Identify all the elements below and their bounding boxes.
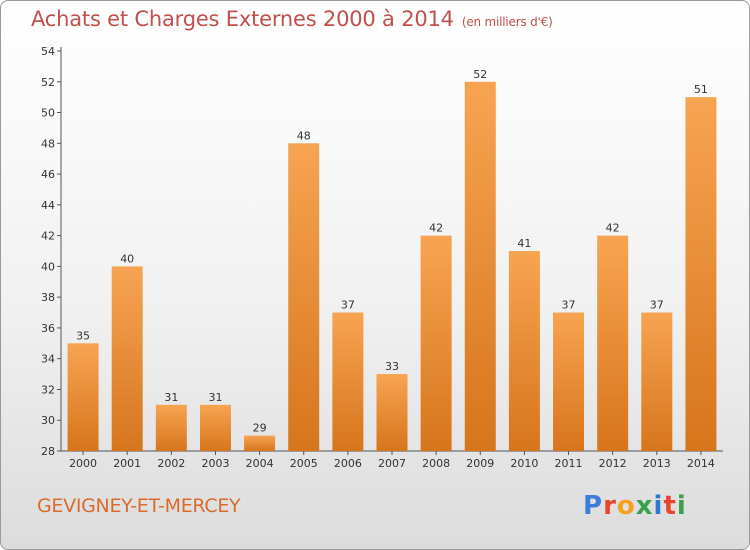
y-tick-label: 46 [41,168,55,181]
chart-unit-note: (en milliers d'€) [461,15,553,29]
bar-value-label: 37 [562,299,576,312]
y-tick-label: 38 [41,291,55,304]
x-tick-label: 2004 [246,457,274,470]
bar-value-label: 51 [694,83,708,96]
bar-value-label: 31 [208,391,222,404]
logo-letter: P [583,491,604,521]
y-tick-label: 28 [41,445,55,458]
logo-letter: x [635,491,654,521]
y-tick-label: 34 [41,353,55,366]
bar-value-label: 29 [253,422,267,435]
bar-value-label: 42 [429,222,443,235]
x-tick-label: 2008 [422,457,450,470]
bar-value-label: 40 [120,252,134,265]
x-tick-label: 2014 [687,457,715,470]
bar [464,81,496,452]
bar-value-label: 37 [650,299,664,312]
bar [508,251,540,451]
y-tick-label: 48 [41,137,55,150]
bar-value-label: 31 [164,391,178,404]
bar [685,97,717,452]
bar [67,343,99,451]
x-tick-label: 2002 [157,457,185,470]
y-tick-label: 30 [41,414,55,427]
bar [641,312,673,451]
logo-letter: r [603,491,617,521]
bar-value-label: 48 [297,129,311,142]
bar [155,404,187,451]
bar [553,312,585,451]
logo-letter: t [663,491,677,521]
bar [420,235,452,451]
value-labels: 35 40 31 31 29 48 37 33 42 52 41 37 42 37 51 [76,68,708,435]
y-tick-label: 52 [41,76,55,89]
bar [597,235,629,451]
bar [199,404,231,451]
bar [376,374,408,451]
bar-value-label: 37 [341,299,355,312]
x-tick-label: 2013 [643,457,671,470]
y-tick-label: 40 [41,260,55,273]
x-tick-label: 2001 [113,457,141,470]
axes: 28 30 32 34 36 38 40 42 44 46 48 50 52 54 2000 2001 2002… [41,45,723,470]
x-tick-label: 2009 [466,457,494,470]
logo-letter: i [653,491,664,521]
x-tick-label: 2012 [599,457,627,470]
x-tick-label: 2005 [290,457,318,470]
bar-value-label: 35 [76,329,90,342]
x-tick-label: 2007 [378,457,406,470]
bar-value-label: 33 [385,360,399,373]
y-tick-label: 44 [41,199,55,212]
x-tick-label: 2006 [334,457,362,470]
chart-title: Achats et Charges Externes 2000 à 2014 (e… [31,7,553,31]
y-tick-label: 32 [41,383,55,396]
bar [111,266,143,451]
logo-letter: o [616,491,636,521]
bar-value-label: 52 [473,68,487,81]
x-tick-label: 2000 [69,457,97,470]
x-tick-label: 2011 [555,457,583,470]
bar [288,143,320,452]
y-tick-label: 54 [41,45,55,58]
bar [244,435,276,451]
x-tick-label: 2010 [510,457,538,470]
bar-value-label: 41 [517,237,531,250]
bar [332,312,364,451]
chart-title-text: Achats et Charges Externes 2000 à 2014 [31,7,454,31]
x-tick-label: 2003 [201,457,229,470]
commune-name: GEVIGNEY-ET-MERCEY [37,495,241,517]
proxiti-logo[interactable]: Proxiti [583,491,687,521]
y-tick-label: 36 [41,322,55,335]
y-tick-label: 50 [41,107,55,120]
logo-letter: i [676,491,687,521]
bar-value-label: 42 [606,222,620,235]
y-tick-label: 42 [41,230,55,243]
bars [67,81,717,452]
